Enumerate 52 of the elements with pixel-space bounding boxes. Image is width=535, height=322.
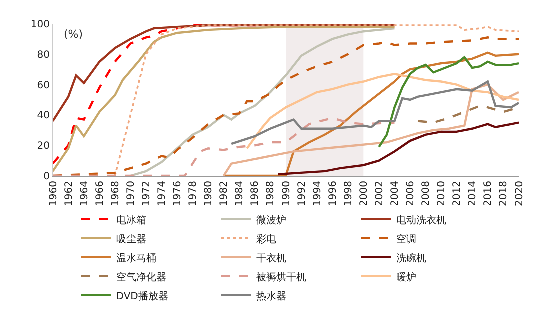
x-tick-label: 1974 — [156, 181, 168, 206]
annotation: (%) — [64, 28, 84, 41]
x-tick-label: 2000 — [358, 181, 370, 206]
x-tick-label: 2018 — [498, 181, 510, 206]
y-tick-label: 0 — [44, 172, 50, 182]
x-tick-label: 2020 — [514, 181, 526, 206]
legend-label: 微波炉 — [256, 214, 286, 226]
legend-label: 暖炉 — [396, 271, 416, 284]
legend-label: DVD播放器 — [116, 290, 168, 302]
x-tick-label: 1966 — [94, 181, 106, 206]
legend-label: 温水马桶 — [116, 252, 156, 264]
x-tick-label: 1980 — [204, 181, 215, 206]
x-tick-label: 1970 — [126, 181, 137, 206]
x-tick-label: 2002 — [374, 181, 386, 206]
x-tick-label: 1992 — [296, 181, 308, 206]
y-tick-label: 40 — [37, 110, 50, 122]
x-tick-label: 2012 — [452, 181, 464, 206]
x-tick-label: 2006 — [406, 181, 417, 206]
legend-label: 吸尘器 — [116, 233, 146, 246]
legend-label: 洗碗机 — [396, 252, 426, 264]
x-tick-label: 1986 — [250, 181, 262, 206]
legend-label: 空气净化器 — [116, 271, 166, 284]
x-tick-label: 1988 — [266, 181, 277, 206]
legend-label: 热水器 — [256, 290, 286, 302]
legend-label: 干衣机 — [256, 252, 286, 264]
y-tick-label: 100 — [30, 20, 50, 30]
x-tick-label: 1960 — [48, 181, 60, 206]
x-tick-label: 2014 — [468, 181, 479, 206]
x-tick-label: 1990 — [281, 181, 292, 206]
x-tick-label: 1994 — [312, 181, 324, 206]
x-tick-label: 1982 — [219, 181, 230, 206]
x-tick-label: 1976 — [172, 181, 184, 206]
x-tick-label: 1968 — [110, 181, 122, 206]
y-tick-label: 60 — [37, 80, 50, 92]
x-tick-label: 1964 — [79, 181, 90, 206]
legend-label: 空调 — [396, 233, 416, 246]
legend-label: 电动洗衣机 — [396, 214, 446, 226]
x-tick-label: 1998 — [343, 181, 354, 206]
x-tick-label: 2010 — [436, 181, 448, 206]
legend-label: 电冰箱 — [116, 214, 146, 226]
x-tick-label: 1972 — [141, 181, 152, 206]
y-tick-label: 80 — [37, 50, 50, 61]
x-tick-label: 1996 — [328, 181, 339, 206]
x-tick-label: 2004 — [390, 181, 401, 206]
x-tick-label: 2008 — [421, 181, 432, 206]
legend-label: 被褥烘干机 — [256, 271, 306, 284]
legend-label: 彩电 — [256, 233, 276, 246]
x-tick-label: 1978 — [188, 181, 200, 206]
x-tick-label: 2016 — [483, 181, 494, 206]
y-tick-label: 20 — [37, 141, 50, 152]
x-tick-label: 1962 — [64, 181, 75, 206]
x-tick-label: 1984 — [234, 181, 246, 206]
